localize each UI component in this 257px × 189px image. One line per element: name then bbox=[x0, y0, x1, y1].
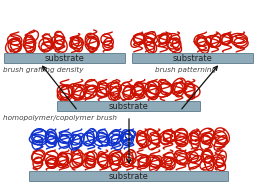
FancyBboxPatch shape bbox=[133, 53, 253, 64]
Text: substrate: substrate bbox=[173, 54, 213, 63]
FancyBboxPatch shape bbox=[5, 53, 125, 64]
FancyBboxPatch shape bbox=[58, 101, 200, 112]
Text: brush grafting density: brush grafting density bbox=[3, 67, 84, 73]
FancyBboxPatch shape bbox=[30, 171, 228, 181]
Text: substrate: substrate bbox=[109, 172, 149, 181]
Text: substrate: substrate bbox=[109, 102, 149, 111]
Text: brush patterning: brush patterning bbox=[155, 67, 216, 73]
Text: homopolymer/copolymer brush: homopolymer/copolymer brush bbox=[3, 115, 117, 121]
Text: substrate: substrate bbox=[45, 54, 85, 63]
